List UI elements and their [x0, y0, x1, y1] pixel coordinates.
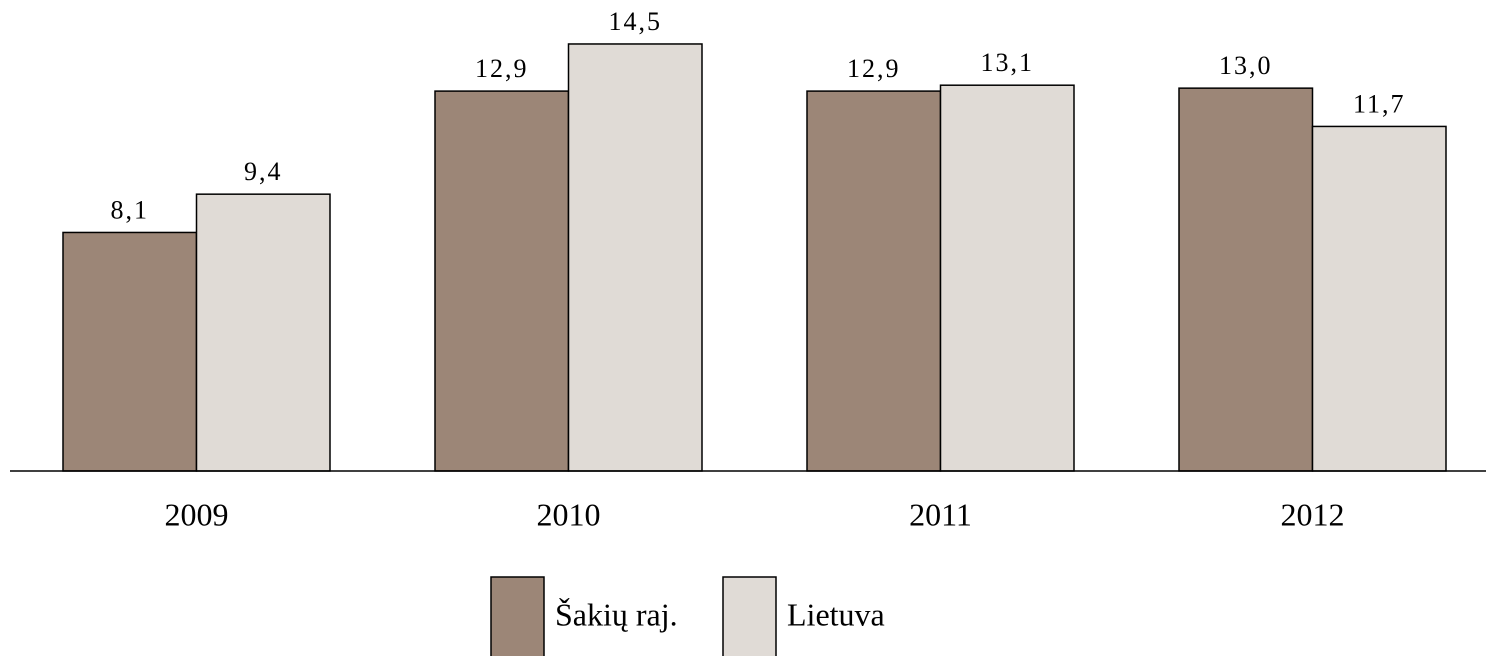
legend-label: Lietuva	[787, 596, 885, 632]
x-tick-label: 2009	[165, 496, 229, 532]
x-tick-label: 2011	[909, 496, 972, 532]
x-tick-label: 2010	[537, 496, 601, 532]
value-label: 11,7	[1353, 89, 1406, 118]
bar	[195, 193, 331, 472]
bar	[1178, 87, 1314, 472]
legend-swatch	[490, 576, 545, 656]
bar	[1311, 125, 1447, 472]
value-label: 12,9	[475, 54, 529, 83]
value-label: 13,0	[1219, 51, 1273, 80]
bar	[62, 231, 198, 472]
bar	[939, 84, 1075, 472]
bar	[806, 90, 942, 472]
legend-label: Šakių raj.	[555, 596, 678, 632]
bar	[567, 43, 703, 472]
x-tick-label: 2012	[1281, 496, 1345, 532]
value-label: 8,1	[111, 195, 150, 224]
legend-swatch	[722, 576, 777, 656]
bar	[434, 90, 570, 472]
value-label: 9,4	[244, 157, 283, 186]
value-label: 12,9	[847, 54, 901, 83]
value-label: 14,5	[609, 7, 663, 36]
value-label: 13,1	[981, 48, 1035, 77]
